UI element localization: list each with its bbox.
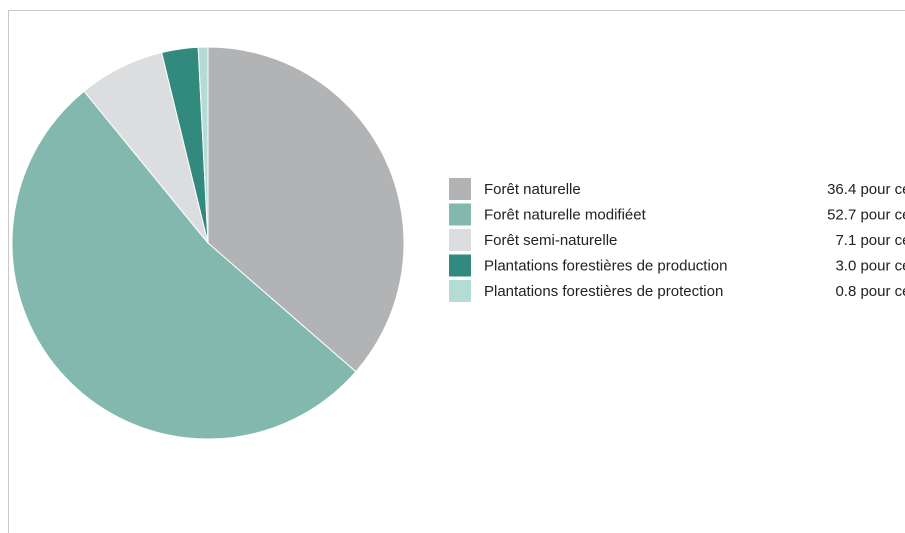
pie-slice — [207, 46, 405, 373]
value-label: 0.8 pour cent — [835, 283, 905, 300]
legend-label: Forêt naturelle — [484, 181, 581, 198]
legend-label: Plantations forestières de protection — [484, 283, 723, 300]
value-label: 52.7 pour cent — [827, 206, 905, 223]
legend-swatch — [449, 280, 471, 302]
pie-slice — [197, 46, 209, 244]
value-label: 7.1 pour cent — [835, 232, 905, 249]
legend-label: Forêt naturelle modifiéet — [484, 206, 647, 223]
value-label: 36.4 pour cent — [827, 181, 905, 198]
value-label: 3.0 pour cent — [835, 257, 905, 274]
legend-swatch — [449, 229, 471, 251]
pie-slice — [11, 90, 357, 440]
legend-swatch — [449, 254, 471, 277]
legend-swatch — [449, 203, 471, 226]
legend-swatch — [449, 178, 471, 200]
legend-label: Forêt semi-naturelle — [484, 232, 617, 249]
legend-label: Plantations forestières de production — [484, 257, 727, 274]
